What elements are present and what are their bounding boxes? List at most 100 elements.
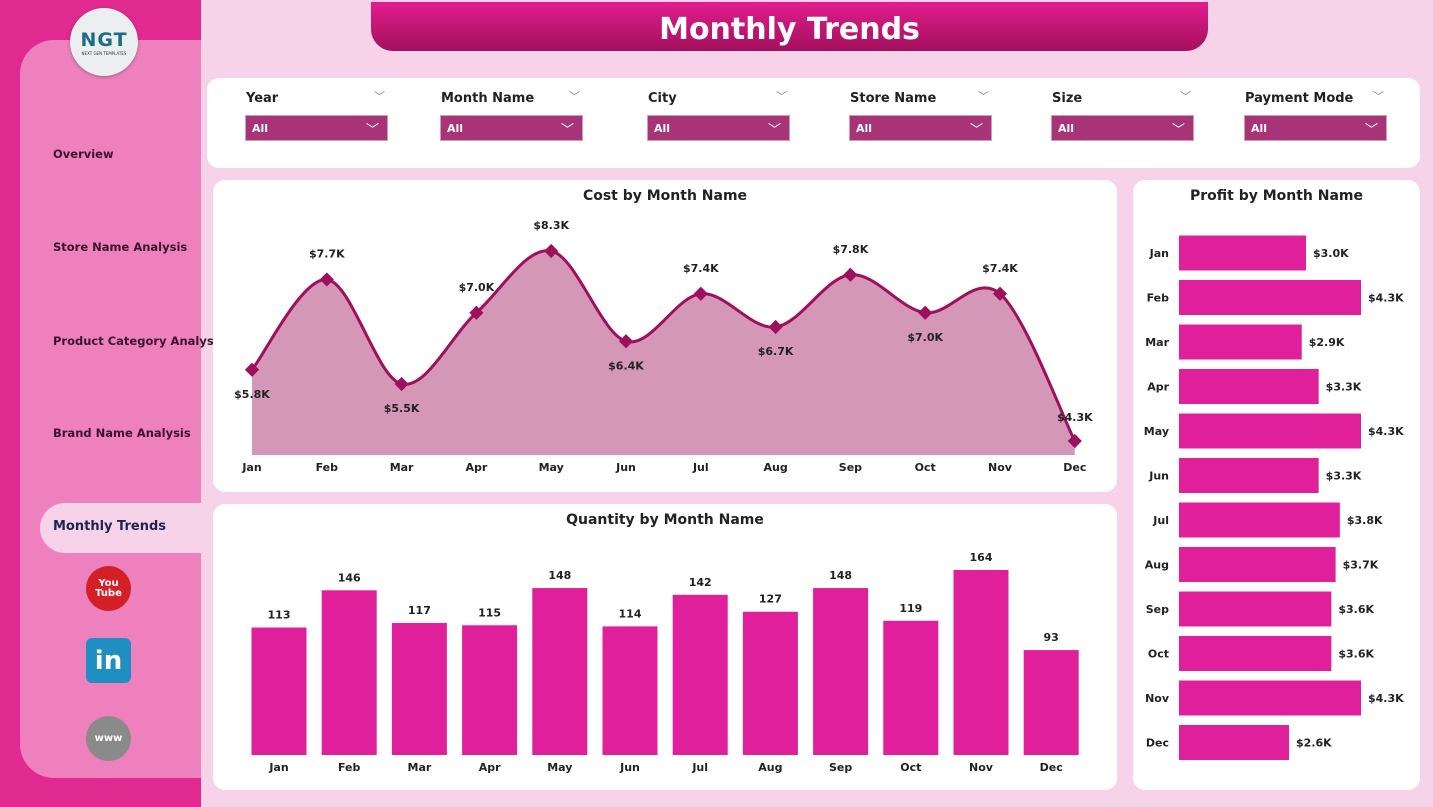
filter-year-dropdown[interactable]: All ﹀ (245, 115, 388, 141)
x-tick-label: Jan (268, 761, 288, 774)
logo-text: NGT (80, 28, 128, 51)
cost-chart-title: Cost by Month Name (582, 188, 748, 204)
cost-data-label: $7.7K (309, 248, 345, 261)
chevron-down-icon[interactable]: ﹀ (374, 90, 385, 103)
profit-bar (1179, 502, 1340, 538)
quantity-data-label: 119 (899, 602, 922, 615)
cost-marker (843, 267, 858, 282)
x-tick-label: Sep (829, 761, 852, 774)
profit-chart-card: Profit by Month Name $3.0K Jan $4.3K Feb $2.… (1133, 180, 1420, 790)
quantity-bar (953, 570, 1009, 755)
x-tick-label: Mar (408, 761, 432, 774)
quantity-bar (321, 590, 377, 755)
quantity-bar (742, 611, 798, 755)
filter-city-label: City (648, 91, 677, 106)
cost-marker (992, 286, 1008, 301)
profit-data-label: $4.3K (1368, 425, 1404, 438)
cost-data-label: $7.0K (907, 331, 943, 344)
youtube-icon[interactable]: You Tube (86, 566, 131, 611)
nav-product-category-analysis[interactable]: Product Category Analysis (53, 334, 225, 348)
chevron-down-icon: ﹀ (1171, 123, 1185, 138)
filter-value: All (856, 122, 873, 135)
nav-overview[interactable]: Overview (53, 147, 114, 161)
quantity-data-label: 93 (1044, 631, 1059, 644)
profit-chart-title: Profit by Month Name (1189, 188, 1364, 204)
quantity-bar (883, 620, 939, 755)
nav-monthly-trends[interactable]: Monthly Trends (40, 503, 220, 553)
quantity-bar (813, 588, 869, 755)
y-tick-label: Nov (1145, 692, 1170, 705)
profit-data-label: $3.3K (1326, 381, 1362, 394)
cost-data-label: $7.0K (459, 281, 495, 294)
filter-store-name-label: Store Name (850, 91, 937, 106)
chevron-down-icon: ﹀ (560, 123, 574, 138)
chevron-down-icon: ﹀ (1364, 123, 1378, 138)
nav-brand-name-analysis[interactable]: Brand Name Analysis (53, 426, 191, 440)
quantity-data-label: 146 (338, 571, 361, 584)
filter-payment-mode-dropdown[interactable]: All ﹀ (1244, 115, 1387, 141)
profit-bar (1179, 413, 1361, 449)
x-tick-label: Jul (691, 761, 708, 774)
quantity-data-label: 164 (970, 551, 993, 564)
profit-data-label: $3.8K (1347, 514, 1383, 527)
profit-bar (1179, 369, 1319, 404)
filter-month-name-label: Month Name (441, 91, 535, 106)
quantity-data-label: 148 (829, 569, 852, 582)
quantity-bar (391, 623, 447, 755)
chevron-down-icon[interactable]: ﹀ (1373, 90, 1384, 103)
cost-data-label: $7.8K (833, 243, 869, 256)
filter-year-label: Year (246, 91, 279, 106)
cost-marker (319, 272, 334, 287)
chevron-down-icon[interactable]: ﹀ (978, 90, 989, 103)
filter-city-dropdown[interactable]: All ﹀ (647, 115, 790, 141)
x-tick-label: Apr (479, 761, 501, 774)
filter-value: All (252, 122, 269, 135)
linkedin-icon[interactable]: in (86, 638, 131, 683)
profit-bar (1179, 235, 1306, 271)
chevron-down-icon[interactable]: ﹀ (1180, 90, 1191, 103)
profit-bar (1179, 636, 1332, 671)
quantity-data-label: 148 (548, 569, 571, 582)
y-tick-label: Jan (1149, 247, 1169, 260)
cost-marker (693, 286, 708, 301)
chevron-down-icon: ﹀ (969, 123, 983, 138)
filter-store-name-dropdown[interactable]: All ﹀ (849, 115, 992, 141)
filter-value: All (654, 122, 671, 135)
y-tick-label: Feb (1147, 292, 1170, 305)
nav-store-name-analysis[interactable]: Store Name Analysis (53, 240, 188, 254)
x-tick-label: Oct (900, 761, 921, 774)
cost-line (250, 249, 1077, 442)
globe-icon[interactable]: www (86, 716, 131, 761)
profit-bar (1179, 458, 1319, 493)
x-tick-label: Aug (758, 761, 782, 774)
x-tick-label: Nov (988, 461, 1013, 474)
chevron-down-icon[interactable]: ﹀ (569, 90, 580, 103)
x-tick-label: Jun (615, 461, 636, 474)
filter-size-dropdown[interactable]: All ﹀ (1051, 115, 1194, 141)
profit-bar (1179, 725, 1290, 760)
y-tick-label: Dec (1146, 737, 1169, 750)
x-tick-label: Dec (1063, 461, 1086, 474)
y-tick-label: Aug (1145, 559, 1169, 572)
cost-data-label: $8.3K (533, 219, 569, 232)
x-tick-label: Feb (338, 761, 361, 774)
filter-payment-mode-label: Payment Mode (1245, 91, 1354, 106)
x-tick-label: Apr (465, 461, 487, 474)
filter-month-name-dropdown[interactable]: All ﹀ (440, 115, 583, 141)
x-tick-label: Sep (839, 461, 862, 474)
cost-data-label: $5.5K (384, 402, 420, 415)
logo: NGT NEXT GEN TEMPLATES (70, 8, 138, 76)
x-tick-label: Aug (763, 461, 787, 474)
cost-marker (244, 362, 260, 377)
chevron-down-icon[interactable]: ﹀ (776, 90, 787, 103)
filter-value: All (447, 122, 464, 135)
x-tick-label: Feb (316, 461, 339, 474)
profit-data-label: $3.7K (1343, 559, 1379, 572)
youtube-label: You Tube (95, 577, 122, 599)
quantity-data-label: 115 (478, 606, 501, 619)
profit-data-label: $3.6K (1338, 648, 1374, 661)
y-tick-label: Apr (1147, 381, 1169, 394)
cost-marker (394, 376, 409, 392)
quantity-data-label: 117 (408, 604, 431, 617)
cost-data-label: $4.3K (1057, 411, 1093, 424)
